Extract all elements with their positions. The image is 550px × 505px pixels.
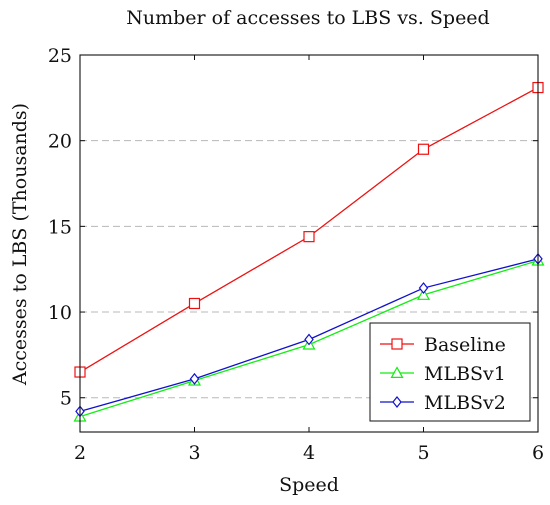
x-tick-label: 4 [303,442,315,464]
chart-title: Number of accesses to LBS vs. Speed [126,7,489,29]
tick-layer: 5 10 15 20 25 2 3 4 5 6 [48,45,544,464]
data-point-baseline [303,231,315,243]
x-tick-label: 5 [417,442,429,464]
legend-items: Baseline MLBSv1 MLBSv2 [380,334,506,414]
legend: Baseline MLBSv1 MLBSv2 [369,322,531,422]
y-tick-label: 5 [60,388,72,410]
y-tick-label: 15 [48,216,72,238]
data-point-mlbsv2 [418,282,429,295]
y-tick-label: 25 [48,45,72,67]
legend-marker-baseline [391,338,403,350]
x-axis-label: Speed [279,474,339,496]
x-tick-label: 2 [74,442,86,464]
legend-marker-mlbsv1 [390,366,404,378]
legend-label-mlbsv2: MLBSv2 [424,392,506,414]
data-point-baseline [188,297,201,310]
legend-label-mlbsv1: MLBSv1 [424,363,506,385]
y-tick-label: 10 [48,302,72,324]
x-tick-label: 6 [532,442,544,464]
data-point-mlbsv1 [416,288,431,300]
legend-marker-mlbsv2 [392,396,402,408]
y-axis-label: Accesses to LBS (Thousands) [9,103,31,386]
data-point-baseline [417,143,430,155]
data-point-mlbsv2 [189,372,200,385]
legend-label-baseline: Baseline [424,334,506,356]
x-tick-label: 3 [188,442,200,464]
data-point-mlbsv2 [304,333,314,346]
y-tick-label: 20 [48,131,72,153]
